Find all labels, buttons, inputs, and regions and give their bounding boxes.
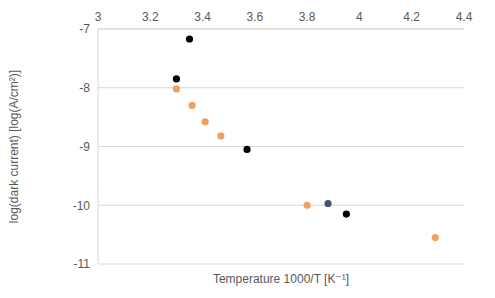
svg-text:-8: -8 bbox=[79, 81, 90, 95]
svg-text:4: 4 bbox=[356, 10, 363, 24]
html-text:Temperature 1000/T [K⁻¹]: Temperature 1000/T [K⁻¹] bbox=[212, 272, 350, 286]
svg-text:-9: -9 bbox=[79, 140, 90, 154]
svg-text:log(dark current) [log(A/cm²)]: log(dark current) [log(A/cm²)] bbox=[8, 70, 21, 223]
svg-text:3: 3 bbox=[95, 10, 102, 24]
svg-text:3.8: 3.8 bbox=[299, 10, 316, 24]
svg-text:3.6: 3.6 bbox=[247, 10, 264, 24]
svg-text:4.2: 4.2 bbox=[403, 10, 420, 24]
svg-text:3.4: 3.4 bbox=[194, 10, 211, 24]
svg-text:-11: -11 bbox=[74, 257, 91, 271]
svg-text:4.4: 4.4 bbox=[456, 10, 473, 24]
svg-text:3.2: 3.2 bbox=[142, 10, 159, 24]
svg-text:-10: -10 bbox=[73, 199, 91, 213]
svg-text:-7: -7 bbox=[79, 22, 90, 36]
